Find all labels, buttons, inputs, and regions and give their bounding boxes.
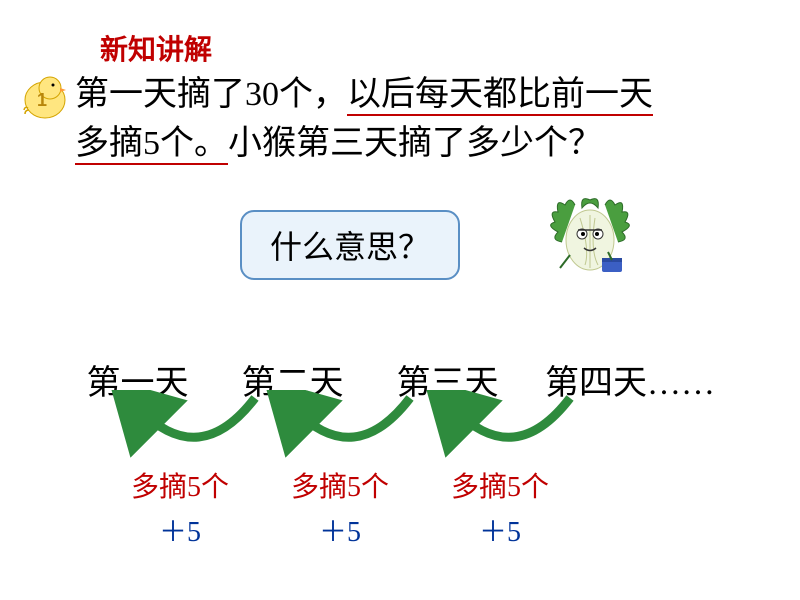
problem-text: 第一天摘了30个，以后每天都比前一天 多摘5个。小猴第三天摘了多少个？ <box>75 70 775 169</box>
cabbage-icon <box>540 190 640 290</box>
plus-3: ＋5 <box>420 510 580 550</box>
cabbage-character <box>540 190 640 290</box>
problem-underlined1: 以后每天都比前一天 <box>347 76 653 116</box>
question-box: 什么意思？ <box>240 210 460 280</box>
diff-2: 多摘5个 <box>260 465 420 505</box>
chick-badge: 1 <box>20 70 70 120</box>
section-title: 新知讲解 <box>100 28 212 68</box>
svg-text:1: 1 <box>37 90 47 110</box>
problem-part1: 第一天摘了30个， <box>75 76 347 113</box>
plus-1: ＋5 <box>100 510 260 550</box>
chick-icon: 1 <box>20 70 70 120</box>
plus-2: ＋5 <box>260 510 420 550</box>
arrows <box>60 390 700 470</box>
plus-row: ＋5 ＋5 ＋5 <box>100 510 700 550</box>
diff-1: 多摘5个 <box>100 465 260 505</box>
diff-row: 多摘5个 多摘5个 多摘5个 <box>100 465 700 505</box>
diff-3: 多摘5个 <box>420 465 580 505</box>
problem-underlined2: 多摘5个。 <box>75 125 228 165</box>
problem-part2: 小猴第三天摘了多少个？ <box>228 125 602 162</box>
